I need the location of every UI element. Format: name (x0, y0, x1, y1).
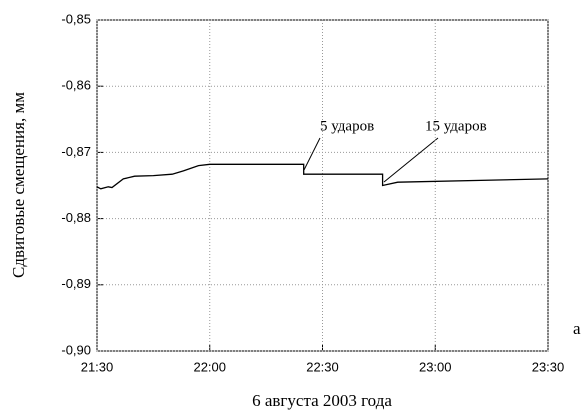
annotation-line (383, 137, 439, 183)
y-axis-label: Сдвиговые смещения, мм (9, 92, 28, 278)
data-line (96, 163, 549, 190)
annotation: 15 ударов (425, 118, 487, 134)
x-tick-label: 23:30 (532, 359, 565, 374)
x-tick-label: 21:30 (81, 359, 114, 374)
panel-label: а (573, 319, 581, 338)
y-tick-label: -0,86 (61, 78, 91, 93)
y-tick-label: -0,88 (61, 210, 91, 225)
x-tick-label: 22:00 (193, 359, 226, 374)
x-tick-label: 22:30 (306, 359, 339, 374)
x-axis-label: 6 августа 2003 года (252, 391, 392, 410)
y-tick-label: -0,85 (61, 11, 91, 26)
annotation-line (303, 137, 321, 171)
y-tick-label: -0,87 (61, 144, 91, 159)
x-tick-label: 23:00 (419, 359, 452, 374)
y-tick-label: -0,89 (61, 276, 91, 291)
annotation: 5 ударов (320, 118, 374, 134)
y-tick-label: -0,90 (61, 342, 91, 357)
